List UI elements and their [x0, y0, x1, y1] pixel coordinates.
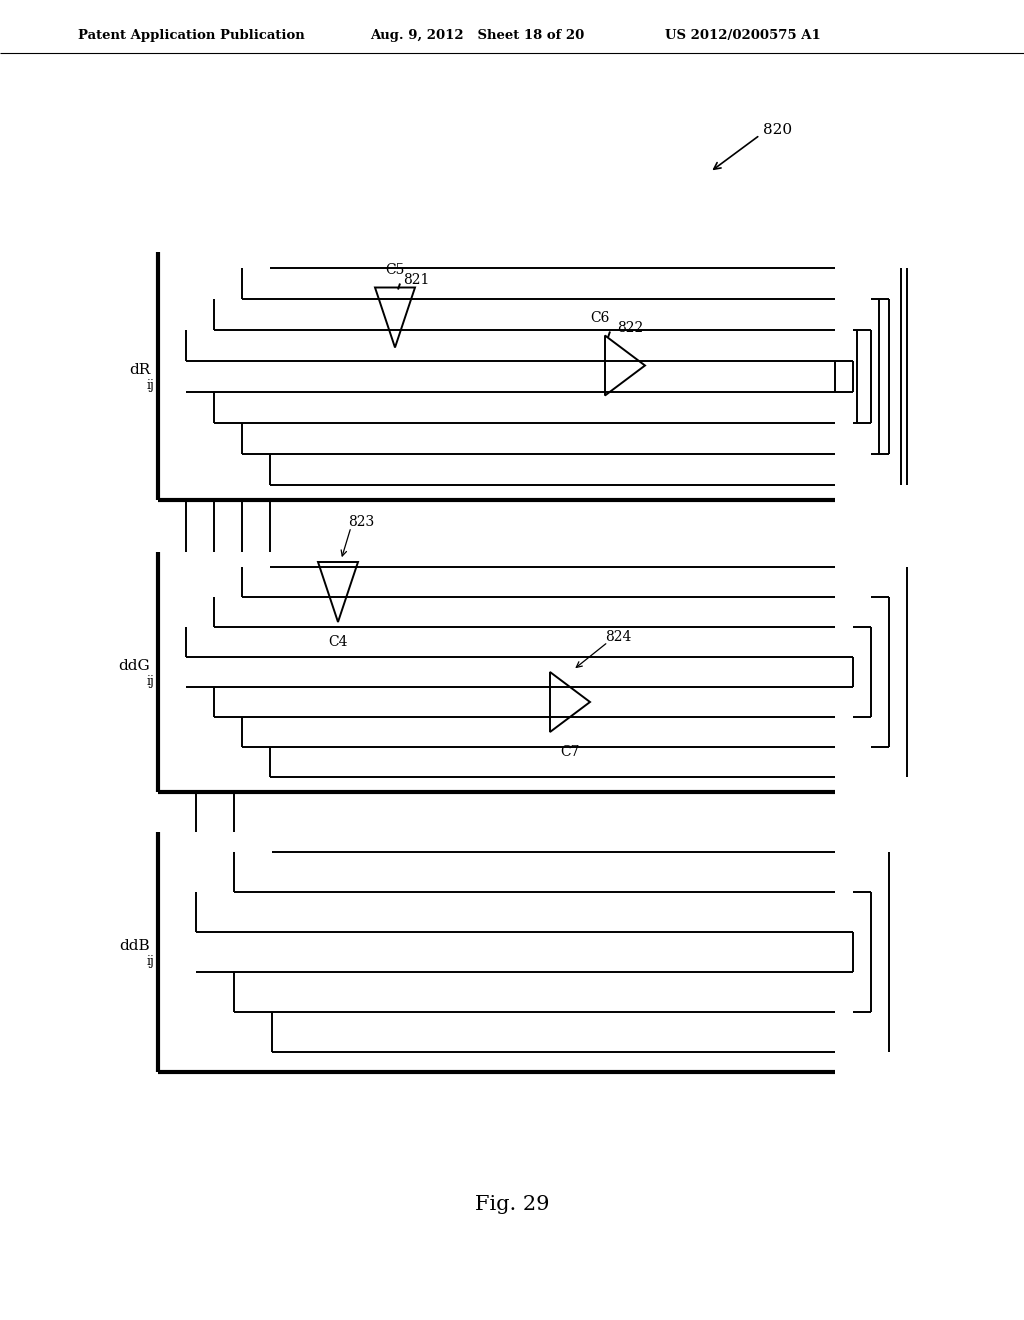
Text: Aug. 9, 2012   Sheet 18 of 20: Aug. 9, 2012 Sheet 18 of 20: [370, 29, 585, 42]
Text: Patent Application Publication: Patent Application Publication: [78, 29, 305, 42]
Text: ij: ij: [146, 954, 154, 968]
Text: US 2012/0200575 A1: US 2012/0200575 A1: [665, 29, 821, 42]
Text: C7: C7: [560, 744, 580, 759]
Text: ij: ij: [146, 675, 154, 688]
Text: 820: 820: [763, 123, 793, 137]
Text: ddG: ddG: [118, 659, 150, 673]
Text: C6: C6: [590, 310, 609, 325]
Text: 823: 823: [348, 515, 374, 529]
Text: C5: C5: [385, 263, 404, 276]
Text: 821: 821: [403, 272, 429, 286]
Text: C4: C4: [329, 635, 348, 649]
Text: 822: 822: [617, 321, 643, 334]
Text: Fig. 29: Fig. 29: [475, 1196, 549, 1214]
Text: 824: 824: [605, 630, 632, 644]
Text: ddB: ddB: [120, 939, 150, 953]
Text: ij: ij: [146, 379, 154, 392]
Text: dR: dR: [129, 363, 150, 378]
